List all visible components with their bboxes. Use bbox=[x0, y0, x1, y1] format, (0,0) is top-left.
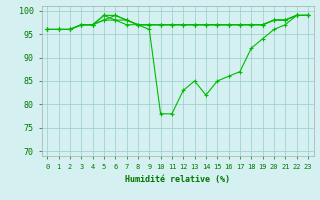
X-axis label: Humidité relative (%): Humidité relative (%) bbox=[125, 175, 230, 184]
